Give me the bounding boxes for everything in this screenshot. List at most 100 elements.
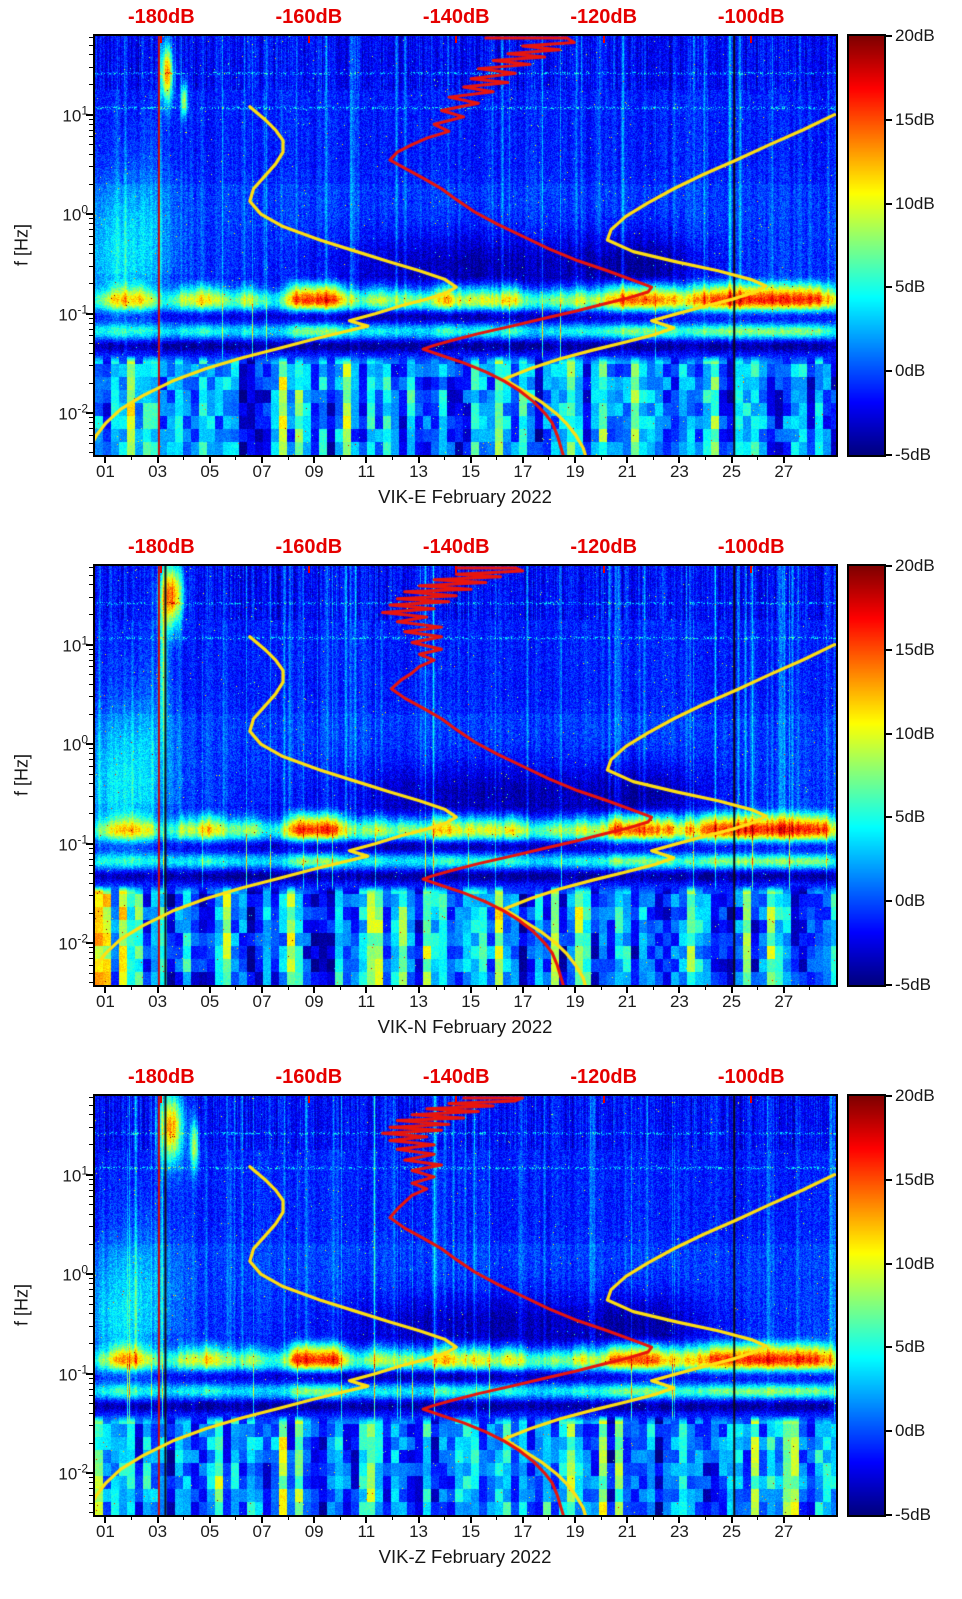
y-tick-exponent: -1 <box>77 832 88 847</box>
spectrogram-canvas <box>95 1096 836 1515</box>
x-axis-minor-tick <box>183 1517 185 1520</box>
y-axis-minor-tick <box>89 1343 93 1345</box>
y-tick-label: 100 <box>62 1262 88 1285</box>
x-axis-minor-tick <box>548 1517 550 1520</box>
x-axis-major-tick <box>469 457 472 463</box>
x-axis-minor-tick <box>183 987 185 990</box>
x-tick-label: 01 <box>95 462 115 481</box>
panel-title: VIK-Z February 2022 <box>378 1546 552 1567</box>
y-axis-minor-tick <box>89 683 93 685</box>
y-axis-minor-tick <box>89 1126 93 1128</box>
y-tick-exponent: 1 <box>81 103 88 118</box>
top-axis-tick <box>160 1096 163 1103</box>
y-axis-minor-tick <box>89 773 93 775</box>
top-axis-tick <box>750 1096 753 1103</box>
colorbar-tick-label: 0dB <box>895 891 926 911</box>
x-axis-minor-tick <box>131 457 133 460</box>
y-axis-major-tick <box>86 643 93 646</box>
x-axis-minor-tick <box>391 457 393 460</box>
top-axis-tick <box>160 36 163 43</box>
y-axis-minor-tick <box>89 1477 93 1479</box>
y-axis-major-tick <box>86 312 93 315</box>
x-tick-label: 03 <box>148 1522 168 1541</box>
top-db-axis-label: -160dB <box>275 536 343 558</box>
x-axis-major-tick <box>156 987 159 993</box>
colorbar-tick <box>886 1430 892 1433</box>
y-axis-minor-tick <box>89 674 93 676</box>
y-axis-minor-tick <box>89 183 93 185</box>
y-axis-minor-tick <box>89 1104 93 1106</box>
top-db-axis-label: -160dB <box>275 6 343 28</box>
y-axis-minor-tick <box>89 614 93 616</box>
y-axis-minor-tick <box>89 759 93 761</box>
x-axis-minor-tick <box>131 987 133 990</box>
y-axis-major-tick <box>86 1273 93 1276</box>
x-tick-label: 17 <box>513 992 533 1011</box>
y-axis-minor-tick <box>89 136 93 138</box>
x-axis-major-tick <box>417 457 420 463</box>
x-axis-major-tick <box>678 1517 681 1523</box>
x-axis-major-tick <box>104 1517 107 1523</box>
x-axis-minor-tick <box>600 1517 602 1520</box>
x-tick-label: 21 <box>617 1522 637 1541</box>
x-tick-label: 11 <box>357 1522 376 1541</box>
y-tick-exponent: 0 <box>81 202 88 217</box>
x-axis-major-tick <box>313 457 316 463</box>
y-axis-minor-tick <box>89 129 93 131</box>
spectrogram-canvas <box>95 566 836 985</box>
top-db-axis-label: -100dB <box>717 6 785 28</box>
y-axis-minor-tick <box>89 422 93 424</box>
colorbar-tick <box>886 286 892 289</box>
y-axis-minor-tick <box>89 653 93 655</box>
y-axis-minor-tick <box>89 1213 93 1215</box>
x-axis-major-tick <box>782 457 785 463</box>
panel-title: VIK-E February 2022 <box>378 486 552 507</box>
x-tick-label: 27 <box>774 462 794 481</box>
colorbar-tick-label: 15dB <box>895 639 935 659</box>
y-axis-minor-tick <box>89 713 93 715</box>
colorbar-tick-label: 20dB <box>895 1086 935 1105</box>
top-axis-tick <box>602 36 605 43</box>
y-axis-major-tick <box>86 213 93 216</box>
x-tick-label: 13 <box>409 1522 428 1541</box>
y-tick-exponent: 0 <box>81 1262 88 1277</box>
x-axis-minor-tick <box>652 457 654 460</box>
y-axis-minor-tick <box>89 144 93 146</box>
y-axis-minor-tick <box>89 1388 93 1390</box>
top-axis-tick <box>307 36 310 43</box>
y-axis-major-tick <box>86 412 93 415</box>
x-tick-label: 13 <box>409 992 428 1011</box>
y-axis-minor-tick <box>89 265 93 267</box>
y-axis-major-tick <box>86 113 93 116</box>
y-axis-minor-tick <box>89 1144 93 1146</box>
y-axis-major-tick <box>86 1472 93 1475</box>
x-axis-major-tick <box>626 987 629 993</box>
x-axis-major-tick <box>365 1517 368 1523</box>
x-axis-major-tick <box>208 1517 211 1523</box>
x-axis-major-tick <box>730 987 733 993</box>
colorbar-tick-label: -5dB <box>895 1505 931 1524</box>
x-tick-label: 19 <box>565 992 585 1011</box>
y-axis-minor-tick <box>89 574 93 576</box>
x-tick-label: 05 <box>200 992 220 1011</box>
y-axis-minor-tick <box>89 1442 93 1444</box>
y-axis-minor-tick <box>89 1494 93 1496</box>
colorbar-tick <box>886 816 892 819</box>
y-axis-minor-tick <box>89 1512 93 1514</box>
y-axis-minor-tick <box>89 229 93 231</box>
x-axis-minor-tick <box>496 987 498 990</box>
y-tick-label: 101 <box>62 103 88 125</box>
y-axis-label: f [Hz] <box>11 1283 32 1327</box>
y-axis-minor-tick <box>89 1403 93 1405</box>
y-axis-minor-tick <box>89 895 93 897</box>
x-axis-minor-tick <box>496 457 498 460</box>
y-tick-label: 100 <box>62 732 88 755</box>
y-axis-minor-tick <box>89 166 93 168</box>
top-axis-tick <box>750 36 753 43</box>
top-axis-tick <box>455 566 458 573</box>
colorbar-tick-label: 10dB <box>895 193 935 213</box>
colorbar-tick-label: 10dB <box>895 723 935 743</box>
y-tick-label: 10-2 <box>58 401 88 424</box>
y-tick-exponent: -1 <box>77 1362 88 1377</box>
colorbar-tick-label: 5dB <box>895 1337 926 1357</box>
